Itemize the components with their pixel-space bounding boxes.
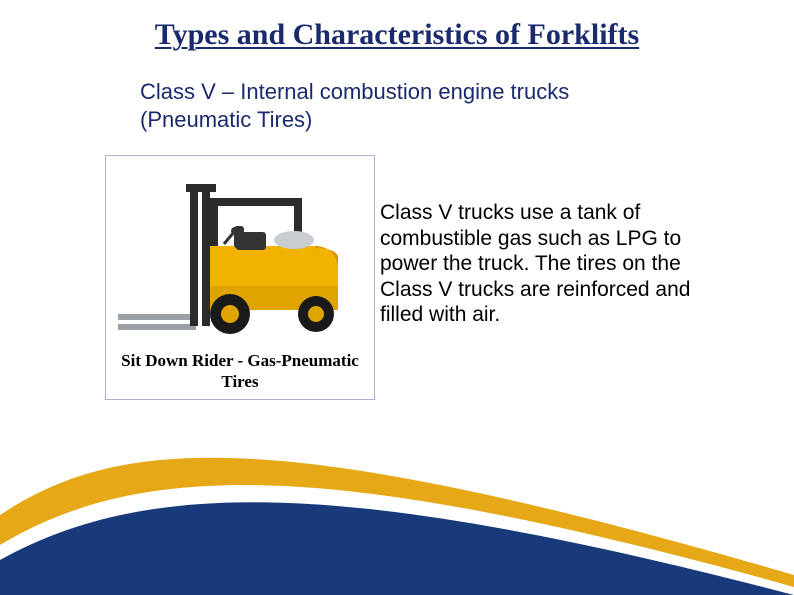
slide: Types and Characteristics of Forklifts C… [0,0,794,595]
forklift-illustration [106,156,374,346]
figure-card: Sit Down Rider - Gas-Pneumatic Tires [105,155,375,400]
forklift-icon [106,156,376,346]
footer-swoosh [0,395,794,595]
slide-title: Types and Characteristics of Forklifts [0,18,794,52]
body-text: Class V trucks use a tank of combustible… [380,200,735,328]
slide-subtitle: Class V – Internal combustion engine tru… [140,78,660,133]
figure-caption: Sit Down Rider - Gas-Pneumatic Tires [106,346,374,401]
